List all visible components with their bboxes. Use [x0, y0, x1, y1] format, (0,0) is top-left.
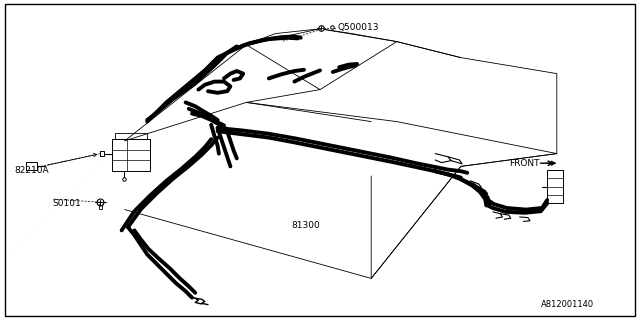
Text: FRONT: FRONT	[509, 159, 540, 168]
Text: S0101: S0101	[52, 199, 81, 208]
Text: A812001140: A812001140	[541, 300, 594, 309]
Text: 82210A: 82210A	[14, 166, 49, 175]
Text: 81300: 81300	[291, 221, 320, 230]
Text: Q500013: Q500013	[338, 23, 380, 32]
